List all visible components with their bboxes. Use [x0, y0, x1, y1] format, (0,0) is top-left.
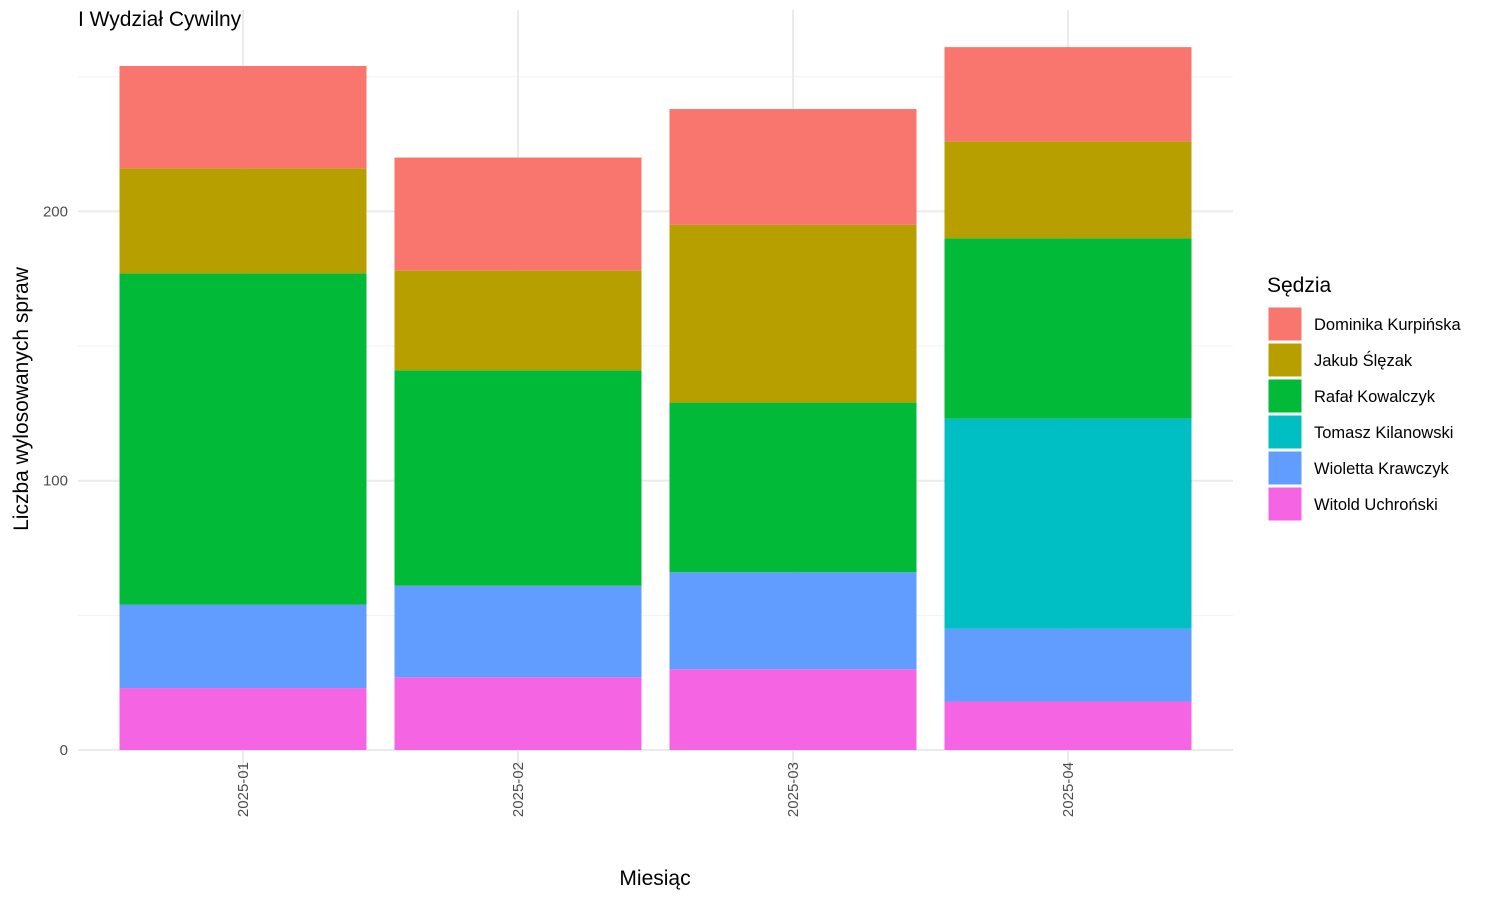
legend-swatch	[1267, 450, 1303, 486]
x-tick-label: 2025-04	[1060, 762, 1077, 817]
bar-segment	[119, 604, 367, 689]
chart-title: I Wydział Cywilny	[78, 8, 242, 31]
bars	[119, 47, 1192, 750]
x-axis-title: Miesiąc	[619, 867, 690, 890]
y-tick-label: 100	[43, 473, 68, 490]
x-axis-ticks: 2025-01 2025-02 2025-03 2025-04	[235, 762, 1077, 817]
legend-swatch	[1267, 306, 1303, 342]
bar-segment	[944, 628, 1192, 702]
y-axis-title: Liczba wylosowanych spraw	[10, 266, 33, 531]
y-tick-label: 200	[43, 203, 68, 220]
x-tick-label: 2025-02	[510, 762, 527, 817]
bar-segment	[669, 402, 917, 573]
legend-swatch	[1267, 486, 1303, 522]
bar-segment	[119, 168, 367, 274]
legend-swatch	[1267, 342, 1303, 378]
bar-segment	[394, 370, 642, 586]
legend-swatch	[1267, 378, 1303, 414]
bar-segment	[944, 701, 1192, 750]
legend-items: Dominika Kurpińska Jakub Ślęzak Rafał Kowa…	[1267, 306, 1462, 522]
y-axis-ticks: 0 100 200	[43, 203, 68, 759]
bar-segment	[944, 238, 1192, 419]
bar-segment	[669, 224, 917, 403]
bar-segment	[669, 109, 917, 225]
x-tick-label: 2025-03	[785, 762, 802, 817]
bar-segment	[394, 677, 642, 750]
legend-swatch	[1267, 414, 1303, 450]
bar-segment	[944, 141, 1192, 239]
bar-segment	[394, 270, 642, 371]
bar-segment	[669, 572, 917, 670]
bar-segment	[394, 157, 642, 271]
bar-segment	[119, 273, 367, 605]
legend-label: Rafał Kowalczyk	[1314, 388, 1436, 406]
bar-segment	[669, 669, 917, 750]
bar-segment	[944, 418, 1192, 629]
legend-label: Wioletta Krawczyk	[1314, 460, 1450, 478]
y-tick-label: 0	[60, 742, 68, 759]
legend-label: Witold Uchroński	[1314, 496, 1438, 514]
legend-title: Sędzia	[1267, 274, 1332, 297]
legend-label: Jakub Ślęzak	[1314, 351, 1413, 370]
legend-label: Dominika Kurpińska	[1314, 316, 1462, 334]
bar-segment	[394, 585, 642, 678]
legend-label: Tomasz Kilanowski	[1314, 424, 1453, 442]
legend: Sędzia Dominika Kurpińska Jakub Ślęzak Raf…	[1267, 274, 1462, 522]
bar-segment	[119, 688, 367, 750]
x-tick-label: 2025-01	[235, 762, 252, 817]
bar-segment	[944, 47, 1192, 142]
bar-segment	[119, 65, 367, 169]
